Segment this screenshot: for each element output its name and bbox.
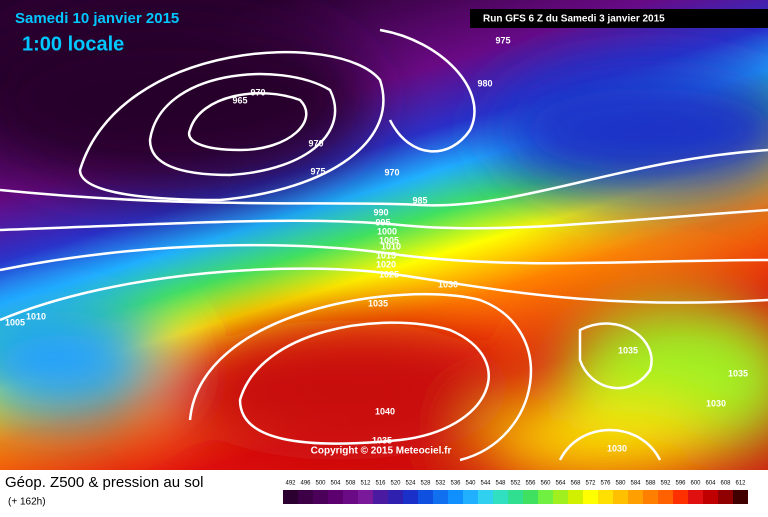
scale-label: 496 (300, 481, 311, 487)
scale-label: 516 (375, 481, 386, 487)
scale-label: 576 (600, 481, 611, 487)
scale-label: 524 (405, 481, 416, 487)
scale-swatch (433, 490, 448, 504)
scale-swatch (598, 490, 613, 504)
scale-swatch (418, 490, 433, 504)
copyright: Copyright © 2015 Meteociel.fr (311, 446, 452, 457)
scale-swatch (613, 490, 628, 504)
isobar-label: 965 (232, 95, 247, 105)
scale-label: 584 (630, 481, 641, 487)
scale-label: 612 (735, 481, 746, 487)
scale-label: 560 (540, 481, 551, 487)
scale-swatch (538, 490, 553, 504)
isobar-label: 1005 (379, 235, 399, 245)
scale-label: 580 (615, 481, 626, 487)
scale-label: 564 (555, 481, 566, 487)
isobar-label: 975 (310, 166, 325, 176)
scale-label: 568 (570, 481, 581, 487)
isobar-label: 1035 (728, 368, 748, 378)
scale-swatch (493, 490, 508, 504)
scale-swatch (568, 490, 583, 504)
scale-swatch (358, 490, 373, 504)
scale-swatch (718, 490, 733, 504)
scale-label: 492 (285, 481, 296, 487)
scale-label: 596 (675, 481, 686, 487)
scale-swatch (448, 490, 463, 504)
footer-lead: (+ 162h) (8, 497, 46, 508)
scale-swatch (373, 490, 388, 504)
isobar-label: 990 (373, 207, 388, 217)
scale-swatch (478, 490, 493, 504)
isobar-label: 1030 (607, 443, 627, 453)
scale-swatch (733, 490, 748, 504)
isobar-label: 1010 (26, 311, 46, 321)
isobar-label: 1035 (618, 345, 638, 355)
scale-label: 500 (315, 481, 326, 487)
scale-label: 548 (495, 481, 506, 487)
scale-swatch (403, 490, 418, 504)
isobar-label: 1020 (376, 259, 396, 269)
scale-swatch (673, 490, 688, 504)
scale-swatch (298, 490, 313, 504)
scale-swatch (658, 490, 673, 504)
scale-swatch (628, 490, 643, 504)
isobar-label: 980 (477, 78, 492, 88)
run: Run GFS 6 Z du Samedi 3 janvier 2015 (483, 14, 665, 25)
run-box (470, 9, 768, 28)
scale-swatch (328, 490, 343, 504)
scale-label: 544 (480, 481, 491, 487)
isobar-label: 1015 (376, 250, 396, 260)
time: 1:00 locale (22, 33, 124, 55)
date: Samedi 10 janvier 2015 (15, 10, 179, 27)
scale-swatch (583, 490, 598, 504)
scale-swatch (523, 490, 538, 504)
isobar-label: 1035 (368, 298, 388, 308)
scale-label: 608 (720, 481, 731, 487)
isobar-label: 970 (308, 138, 323, 148)
scale-label: 572 (585, 481, 596, 487)
isobar-label: 1040 (375, 406, 395, 416)
isobar-label: 970 (384, 167, 399, 177)
scale-swatch (283, 490, 298, 504)
scale-swatch (313, 490, 328, 504)
scale-label: 600 (690, 481, 701, 487)
isobar-label: 985 (412, 195, 427, 205)
scale-label: 588 (645, 481, 656, 487)
scale-swatch (553, 490, 568, 504)
footer-title: Géop. Z500 & pression au sol (5, 474, 203, 491)
scale-label: 604 (705, 481, 716, 487)
isobar-label: 975 (495, 35, 510, 45)
scale-swatch (343, 490, 358, 504)
isobar-lines (0, 28, 768, 462)
isobar-label: 970 (250, 87, 265, 97)
scale-label: 552 (510, 481, 521, 487)
isobar-label: 1000 (377, 226, 397, 236)
isobar-label: 1030 (438, 279, 458, 289)
isobar-label: 1025 (379, 269, 399, 279)
isobar-label: 1030 (706, 398, 726, 408)
scale-label: 508 (345, 481, 356, 487)
scale-label: 540 (465, 481, 476, 487)
scale-label: 512 (360, 481, 371, 487)
scale-label: 592 (660, 481, 671, 487)
scale-label: 532 (435, 481, 446, 487)
scale-swatch (508, 490, 523, 504)
scale-label: 556 (525, 481, 536, 487)
isobar-label: 1035 (372, 435, 392, 445)
scale-label: 504 (330, 481, 341, 487)
scale-swatch (688, 490, 703, 504)
isobar-label: 1010 (381, 241, 401, 251)
isobar-label: 995 (375, 217, 390, 227)
isobar-label: 1005 (5, 317, 25, 327)
scale-swatch (643, 490, 658, 504)
scale-swatch (388, 490, 403, 504)
scale-label: 528 (420, 481, 431, 487)
scale-swatch (703, 490, 718, 504)
scale-swatch (463, 490, 478, 504)
scale-label: 536 (450, 481, 461, 487)
scale-label: 520 (390, 481, 401, 487)
